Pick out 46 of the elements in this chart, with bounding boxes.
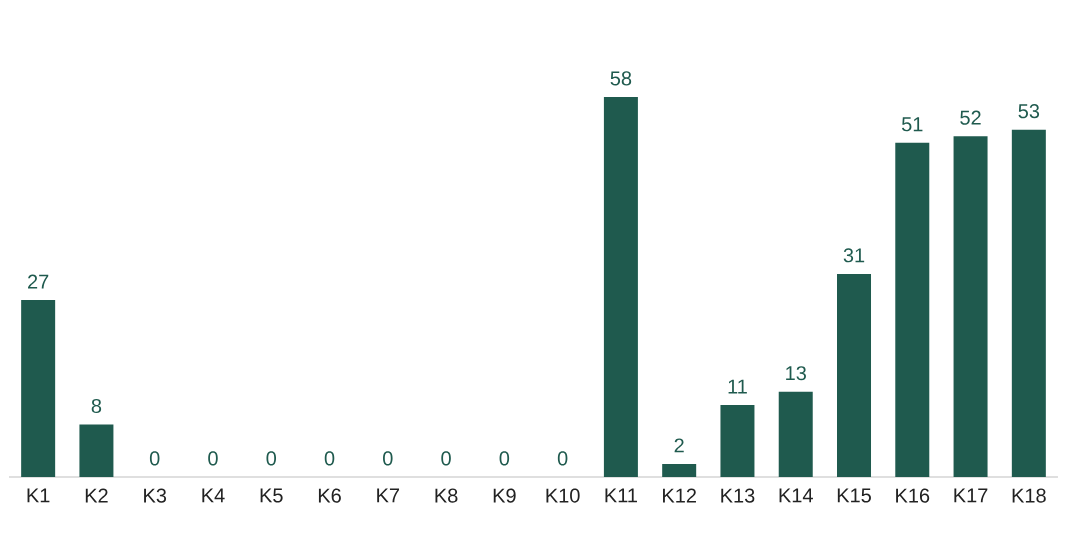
data-label: 11 xyxy=(728,379,747,394)
data-label: 58 xyxy=(610,71,632,86)
data-label: 13 xyxy=(786,366,806,381)
bar xyxy=(21,300,56,477)
data-label: 0 xyxy=(441,451,451,466)
x-tick-label: K13 xyxy=(721,488,755,503)
data-label: 0 xyxy=(324,451,335,466)
x-tick-label: K9 xyxy=(493,488,516,503)
x-tick-label: K15 xyxy=(837,488,871,503)
x-tick-label: K1 xyxy=(27,488,50,503)
data-label: 53 xyxy=(1018,104,1040,119)
data-label: 0 xyxy=(383,451,393,466)
x-tick-label: K17 xyxy=(954,488,988,503)
x-tick-label: K6 xyxy=(318,488,341,503)
x-tick-label: K5 xyxy=(260,488,283,503)
data-label: 0 xyxy=(266,451,277,466)
data-label: 31 xyxy=(843,248,865,263)
bar xyxy=(662,463,697,477)
bar xyxy=(837,273,872,477)
bar xyxy=(895,142,930,477)
data-label: 0 xyxy=(149,451,160,466)
x-tick-label: K4 xyxy=(202,488,225,503)
bar xyxy=(603,97,638,477)
x-tick-label: K3 xyxy=(144,488,167,503)
data-label: 0 xyxy=(499,451,510,466)
x-tick-label: K10 xyxy=(546,488,580,503)
x-tick-label: K18 xyxy=(1012,488,1046,503)
x-tick-label: K7 xyxy=(377,488,400,503)
data-label: 51 xyxy=(901,117,923,132)
x-tick-label: K12 xyxy=(663,488,696,503)
bar xyxy=(79,424,114,477)
x-tick-label: K11 xyxy=(605,488,637,503)
data-label: 0 xyxy=(208,451,218,466)
bar xyxy=(953,136,988,477)
data-label: 8 xyxy=(91,398,102,414)
bar xyxy=(778,391,813,477)
data-label: 2 xyxy=(674,438,684,453)
data-label: 27 xyxy=(28,274,49,289)
x-tick-label: K14 xyxy=(779,488,813,503)
x-tick-label: K8 xyxy=(435,488,458,503)
data-label: 0 xyxy=(557,451,568,466)
bar xyxy=(1011,129,1046,477)
x-tick-label: K2 xyxy=(85,488,108,503)
data-label: 52 xyxy=(960,110,981,125)
bar xyxy=(720,404,755,477)
x-tick-label: K16 xyxy=(896,488,930,503)
